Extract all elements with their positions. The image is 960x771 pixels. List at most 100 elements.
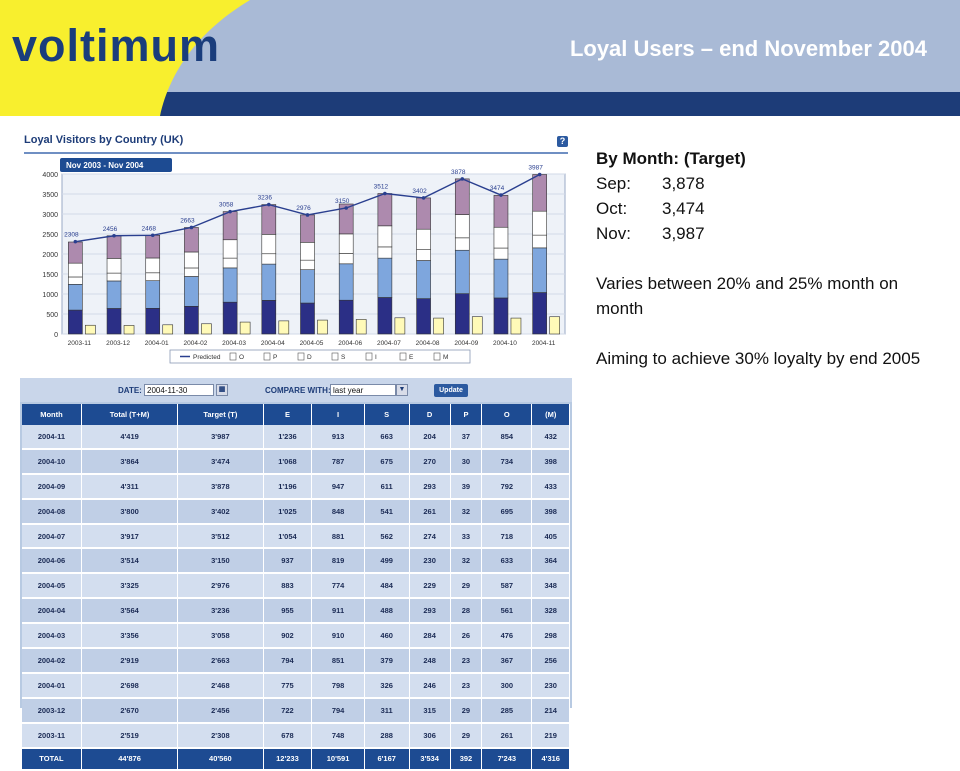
table-row: 2004-06 3'514 3'150 937 819 499 230 32 633 364	[22, 548, 570, 575]
table-cell: 2'698	[81, 672, 179, 699]
table-cell: 947	[311, 473, 365, 500]
bar-segment-s	[532, 210, 547, 236]
table-row: 2004-09 4'311 3'878 1'196 947 611 293 39 792 433	[22, 473, 570, 500]
chevron-down-icon[interactable]: ▼	[396, 384, 408, 396]
table-cell: 722	[263, 697, 313, 724]
table-total-cell: 3'534	[409, 747, 451, 771]
table-cell: 293	[409, 598, 451, 625]
bar-segment-d	[377, 246, 393, 259]
table-header-row: Month Total (T+M) Target (T) E I S D P O (M)	[22, 404, 570, 425]
table-total-row: TOTAL 44'876 40'560 12'233 10'591 6'167 3'534 3…	[22, 747, 570, 771]
table-cell: 851	[311, 648, 365, 674]
update-button[interactable]: Update	[434, 384, 468, 397]
legend-label: E	[409, 354, 414, 361]
legend-label: S	[341, 354, 346, 361]
table-cell: 2'663	[177, 648, 264, 674]
table-row: 2004-08 3'800 3'402 1'025 848 541 261 32 695 398	[22, 498, 570, 525]
table-total-cell: 40'560	[177, 747, 264, 771]
y-tick-label: 3500	[42, 192, 58, 199]
target-point	[305, 213, 310, 217]
x-tick-label: 2004-04	[261, 340, 285, 347]
target-data-label: 2976	[296, 205, 311, 212]
target-data-label: 3058	[219, 202, 234, 209]
bar-segment-o	[377, 193, 393, 227]
predicted-bar	[549, 316, 560, 335]
table-cell: 695	[481, 498, 533, 525]
x-tick-label: 2004-08	[416, 340, 440, 347]
column-header: P	[450, 404, 483, 425]
bar-segment-e	[106, 308, 122, 335]
target-data-label: 3236	[258, 195, 273, 202]
table-total-cell: 44'876	[81, 747, 179, 771]
notes-month: Nov:	[596, 224, 631, 243]
bar-segment-d	[532, 234, 547, 249]
bar-segment-o	[261, 204, 277, 235]
table-cell: 4'419	[81, 425, 179, 450]
bar-segment-o	[493, 195, 509, 228]
legend-swatch	[229, 352, 237, 361]
table-cell: 3'058	[177, 623, 264, 650]
bar-segment-o	[68, 241, 83, 264]
x-tick-label: 2004-11	[532, 340, 556, 347]
table-row: 2004-11 4'419 3'987 1'236 913 663 204 37 854 432	[22, 425, 570, 450]
table-cell: 32	[450, 548, 483, 575]
x-tick-label: 2004-03	[222, 340, 246, 347]
table-cell: 787	[311, 448, 365, 475]
bar-segment-e	[493, 297, 509, 335]
column-header: E	[263, 404, 313, 425]
bar-segment-e	[454, 293, 470, 335]
date-input[interactable]: 2004-11-30	[144, 384, 214, 396]
table-row: 2003-11 2'519 2'308 678 748 288 306 29 261 219	[22, 722, 570, 749]
bar-segment-o	[454, 178, 470, 215]
table-cell: 256	[531, 648, 570, 674]
table-cell: 633	[481, 548, 533, 575]
table-panel: DATE: 2004-11-30 ▦ COMPARE WITH: last ye…	[20, 378, 572, 771]
column-header: Total (T+M)	[81, 404, 179, 425]
y-tick-label: 3000	[42, 212, 58, 219]
y-tick-label: 2000	[42, 252, 58, 259]
table-cell: 32	[450, 498, 483, 525]
predicted-bar	[510, 317, 522, 335]
notes-panel: By Month: (Target) Sep: 3,878 Oct: 3,474 N…	[596, 146, 936, 371]
table-cell: 261	[409, 498, 451, 525]
table-cell: 270	[409, 448, 451, 475]
predicted-bar	[85, 324, 96, 335]
predicted-bar	[239, 321, 251, 335]
table-cell: 29	[450, 697, 483, 724]
table-row: 2004-10 3'864 3'474 1'068 787 675 270 30 734 398	[22, 448, 570, 475]
column-header: I	[311, 404, 365, 425]
bar-segment-i	[261, 263, 277, 301]
compare-select[interactable]: last year	[330, 384, 396, 396]
bar-segment-s	[106, 258, 122, 274]
table-cell: 230	[531, 672, 570, 699]
loyal-visitors-chart: Nov 2003 - Nov 2004 0 500 1000 1500 2000 2500 3…	[42, 158, 566, 364]
table-cell: 883	[263, 573, 313, 600]
table-cell: 328	[531, 598, 570, 625]
table-cell: 774	[311, 573, 365, 600]
bar-segment-d	[222, 257, 238, 269]
range-tab-label: Nov 2003 - Nov 2004	[66, 161, 144, 170]
table-cell: 2'308	[177, 722, 264, 749]
bar-segment-d	[261, 253, 277, 265]
table-cell: 364	[531, 548, 570, 575]
table-row: 2004-02 2'919 2'663 794 851 379 248 23 367 256	[22, 648, 570, 674]
table-cell: 587	[481, 573, 533, 600]
bar-segment-e	[300, 302, 315, 335]
table-cell: 298	[531, 623, 570, 650]
predicted-bar	[278, 320, 290, 335]
legend-label: Predicted	[193, 354, 221, 361]
bar-segment-i	[184, 276, 199, 307]
table-total-cell: 6'167	[364, 747, 410, 771]
predicted-bar	[355, 319, 367, 335]
help-icon[interactable]: ?	[557, 136, 568, 147]
table-cell: 561	[481, 598, 533, 625]
bar-segment-o	[532, 174, 547, 212]
legend-swatch	[399, 352, 407, 361]
calendar-icon[interactable]: ▦	[216, 384, 228, 396]
visitors-table: Month Total (T+M) Target (T) E I S D P O (M) 2004…	[22, 404, 570, 771]
predicted-bar	[471, 316, 483, 335]
legend-swatch	[331, 352, 339, 361]
target-data-label: 3512	[374, 184, 389, 191]
table-cell: 306	[409, 722, 451, 749]
table-cell: 3'402	[177, 498, 264, 525]
